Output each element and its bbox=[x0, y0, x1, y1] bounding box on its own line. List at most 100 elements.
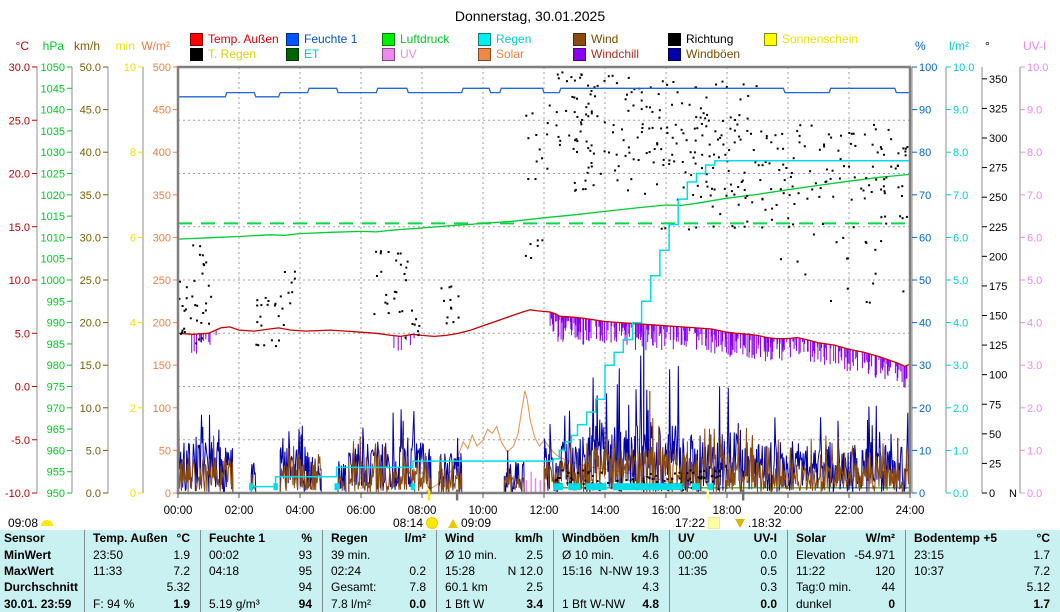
series-richtung bbox=[178, 71, 909, 348]
svg-text:-5.0: -5.0 bbox=[11, 435, 30, 447]
table-row-feuchte-1-0: 00:02 93 bbox=[201, 546, 322, 562]
cell-value: °C bbox=[176, 531, 190, 546]
row-label-text: Durchschnitt bbox=[4, 580, 79, 595]
svg-text:1030: 1030 bbox=[41, 147, 65, 159]
svg-text:0: 0 bbox=[130, 488, 136, 500]
svg-text:18:00: 18:00 bbox=[713, 505, 742, 517]
cell-value: 1.7 bbox=[1033, 547, 1050, 562]
svg-text:45.0: 45.0 bbox=[80, 105, 101, 117]
svg-text:300: 300 bbox=[153, 232, 171, 244]
cell-value: km/h bbox=[630, 531, 659, 546]
table-row-solar-3: dunkel 0 bbox=[788, 596, 905, 612]
svg-text:350: 350 bbox=[153, 190, 171, 202]
legend-swatch-wind bbox=[573, 32, 586, 46]
legend-item-solar: Solar bbox=[478, 47, 524, 61]
legend-label: UV bbox=[400, 47, 417, 61]
cell-text: 11:22 bbox=[796, 563, 826, 578]
cell-text: Elevation bbox=[796, 547, 846, 562]
svg-text:100: 100 bbox=[919, 62, 937, 74]
svg-text:16:00: 16:00 bbox=[652, 505, 681, 517]
cell-text: Tag:0 min. bbox=[796, 580, 852, 595]
svg-text:-10.0: -10.0 bbox=[5, 488, 30, 500]
row-label-minwert: MinWert bbox=[0, 546, 84, 562]
cell-value: 4.8 bbox=[642, 596, 659, 611]
legend-label: Richtung bbox=[686, 32, 734, 46]
svg-text:W/m²: W/m² bbox=[141, 39, 170, 53]
table-col-temp-au-en: Temp. Außen °C 23:50 1.9 11:33 7.2 5.32 F: 94 %… bbox=[84, 530, 200, 612]
svg-text:20.0: 20.0 bbox=[80, 318, 101, 330]
row-label-text: Sensor bbox=[4, 531, 45, 546]
svg-text:30.0: 30.0 bbox=[80, 232, 101, 244]
legend-swatch-et bbox=[286, 47, 299, 61]
legend-swatch-windchill bbox=[573, 47, 586, 61]
table-row-feuchte-1-2: 94 bbox=[201, 579, 322, 595]
axis-deg: ° 0 N 25 50 75 100 125 150 175 200 225 250 275 300 325 3… bbox=[981, 39, 1017, 500]
svg-text:km/h: km/h bbox=[74, 39, 100, 53]
svg-text:%: % bbox=[915, 39, 926, 53]
table-col-windb-en: Windböen km/h Ø 10 min. 4.6 15:16 N-NW 19.3 4.… bbox=[553, 530, 669, 612]
cell-text: Feuchte 1 bbox=[209, 531, 266, 546]
svg-text:10.0: 10.0 bbox=[80, 403, 101, 415]
svg-text:06:00: 06:00 bbox=[347, 505, 376, 517]
legend-label: Windböen bbox=[686, 47, 741, 61]
legend-item-luftdruck: Luftdruck bbox=[382, 32, 449, 46]
cell-text: 00:02 bbox=[209, 547, 240, 562]
svg-text:25.0: 25.0 bbox=[9, 115, 30, 127]
svg-text:12:00: 12:00 bbox=[530, 505, 559, 517]
cell-value: 0.3 bbox=[760, 580, 777, 595]
svg-text:24:00: 24:00 bbox=[896, 505, 925, 517]
table-col-row-labels: Sensor MinWert MaxWert Durchschnitt 30.01. 2… bbox=[0, 530, 84, 612]
svg-text:22:00: 22:00 bbox=[835, 505, 864, 517]
series-uv bbox=[525, 471, 546, 493]
svg-text:UV-I: UV-I bbox=[1023, 39, 1046, 53]
table-header-bodentemp-5: Bodentemp +5 °C bbox=[906, 530, 1060, 546]
cell-text: dunkel bbox=[796, 596, 832, 611]
legend-swatch-solar bbox=[478, 47, 491, 61]
svg-text:950: 950 bbox=[47, 488, 65, 500]
cell-text: 23:50 bbox=[93, 547, 124, 562]
svg-text:9.0: 9.0 bbox=[953, 105, 968, 117]
svg-text:1.0: 1.0 bbox=[1027, 445, 1042, 457]
cell-value: 1.9 bbox=[173, 547, 190, 562]
svg-text:965: 965 bbox=[47, 424, 65, 436]
cell-value: 0.0 bbox=[760, 596, 777, 611]
event-tick bbox=[741, 489, 745, 501]
cell-text: 15:28 bbox=[445, 563, 476, 578]
cell-value: 5.32 bbox=[166, 580, 190, 595]
svg-text:5.0: 5.0 bbox=[1027, 275, 1042, 287]
cell-value: N-NW 19.3 bbox=[599, 563, 659, 578]
legend-swatch-regen bbox=[478, 32, 491, 46]
svg-text:9.0: 9.0 bbox=[1027, 105, 1042, 117]
svg-text:40.0: 40.0 bbox=[80, 147, 101, 159]
svg-text:08:00: 08:00 bbox=[408, 505, 437, 517]
series-regen bbox=[178, 159, 910, 494]
cell-value: W/m² bbox=[865, 531, 895, 546]
table-row-windb-en-0: Ø 10 min. 4.6 bbox=[554, 546, 669, 562]
table-row-feuchte-1-1: 04:18 95 bbox=[201, 563, 322, 579]
table-header-solar: Solar W/m² bbox=[788, 530, 905, 546]
svg-text:4.0: 4.0 bbox=[953, 318, 968, 330]
row-label-30-01-23-59: 30.01. 23:59 bbox=[0, 596, 84, 612]
svg-text:3.0: 3.0 bbox=[953, 360, 968, 372]
axis-kmh: km/h 0.0 5.0 10.0 15.0 20.0 25.0 30.0 35.0 40.0 45… bbox=[74, 39, 109, 500]
svg-text:325: 325 bbox=[989, 103, 1007, 115]
event-time: 08:14 bbox=[393, 516, 424, 530]
svg-text:125: 125 bbox=[989, 340, 1007, 352]
cell-value: 0.0 bbox=[409, 596, 426, 611]
cell-value: l/m² bbox=[404, 531, 426, 546]
cell-text: 5.19 g/m³ bbox=[209, 596, 260, 611]
cell-text: Gesamt: bbox=[331, 580, 377, 595]
svg-text:200: 200 bbox=[989, 251, 1007, 263]
event-time: 17:22 bbox=[675, 516, 706, 530]
svg-text:°C: °C bbox=[16, 39, 30, 53]
event-tick bbox=[706, 489, 709, 501]
weather-chart: °C-10.0-5.00.05.010.015.020.025.030.0hPa… bbox=[5, 39, 1049, 517]
sun-icon bbox=[426, 517, 439, 529]
series-luftdruck bbox=[177, 173, 911, 240]
svg-text:1005: 1005 bbox=[41, 254, 65, 266]
svg-text:90: 90 bbox=[919, 105, 931, 117]
table-row-windb-en-1: 15:16 N-NW 19.3 bbox=[554, 563, 669, 579]
table-row-solar-0: Elevation -54.971 bbox=[788, 546, 905, 562]
svg-text:0: 0 bbox=[919, 488, 925, 500]
cell-value: 0.5 bbox=[760, 563, 777, 578]
